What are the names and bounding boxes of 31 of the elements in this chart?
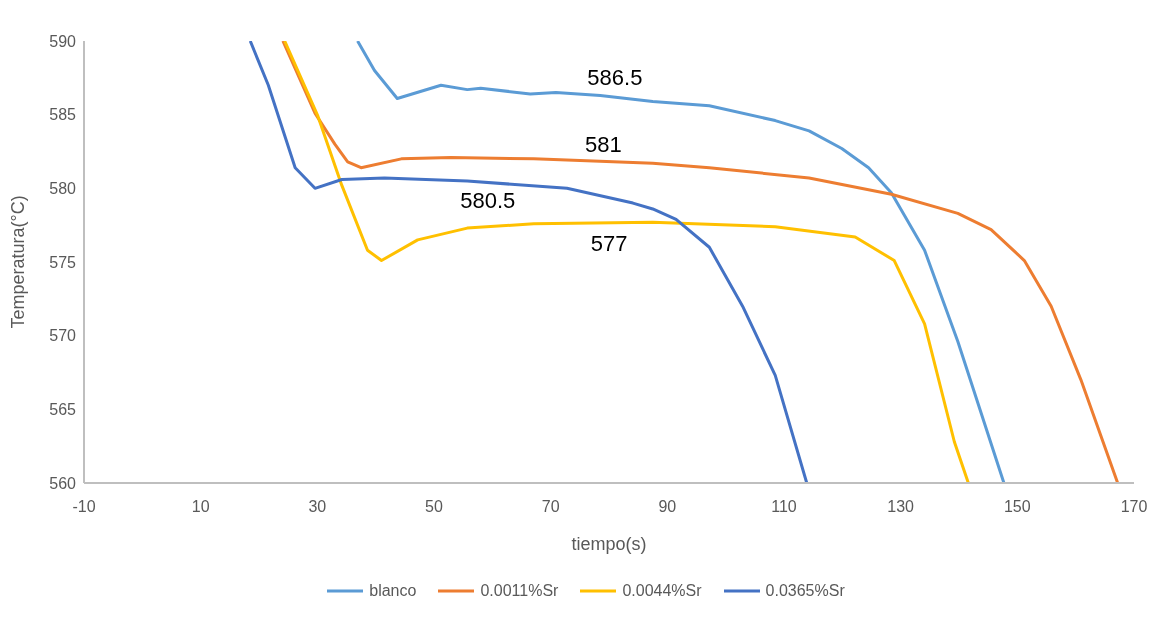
x-tick-label: 130: [887, 498, 915, 516]
x-tick-label: 170: [1120, 498, 1148, 516]
y-tick-label: 590: [49, 32, 77, 50]
x-tick-label: 90: [658, 498, 677, 516]
annotation: 577: [590, 230, 628, 257]
x-tick-label: -10: [72, 498, 96, 516]
line-series: [281, 41, 1120, 483]
x-tick-label: 110: [771, 498, 797, 516]
x-tick-label: 70: [541, 498, 560, 516]
line-series: [283, 41, 970, 483]
x-tick-label: 10: [191, 498, 210, 516]
y-tick-label: 565: [49, 401, 77, 419]
x-axis-title: tiempo(s): [571, 534, 647, 554]
x-tick-label: 150: [1003, 498, 1031, 516]
legend-label: 0.0011%Sr: [479, 582, 559, 600]
legend-label: 0.0044%Sr: [621, 582, 702, 600]
x-tick-label: 30: [308, 498, 327, 516]
y-tick-label: 570: [49, 327, 77, 345]
legend-label: 0.0365%Sr: [764, 582, 845, 600]
line-series: [248, 41, 809, 483]
annotation: 580.5: [460, 187, 516, 214]
y-tick-label: 560: [49, 474, 77, 492]
annotation: 581: [584, 131, 622, 158]
annotation: 586.5: [587, 65, 643, 92]
x-tick-label: 50: [425, 498, 443, 516]
legend-label: blanco: [368, 582, 417, 600]
line-series: [356, 41, 1006, 483]
y-tick-label: 575: [49, 253, 77, 271]
y-tick-label: 585: [49, 106, 77, 124]
y-axis-title: Temperatura(°C): [8, 195, 29, 329]
y-tick-label: 580: [49, 180, 77, 198]
